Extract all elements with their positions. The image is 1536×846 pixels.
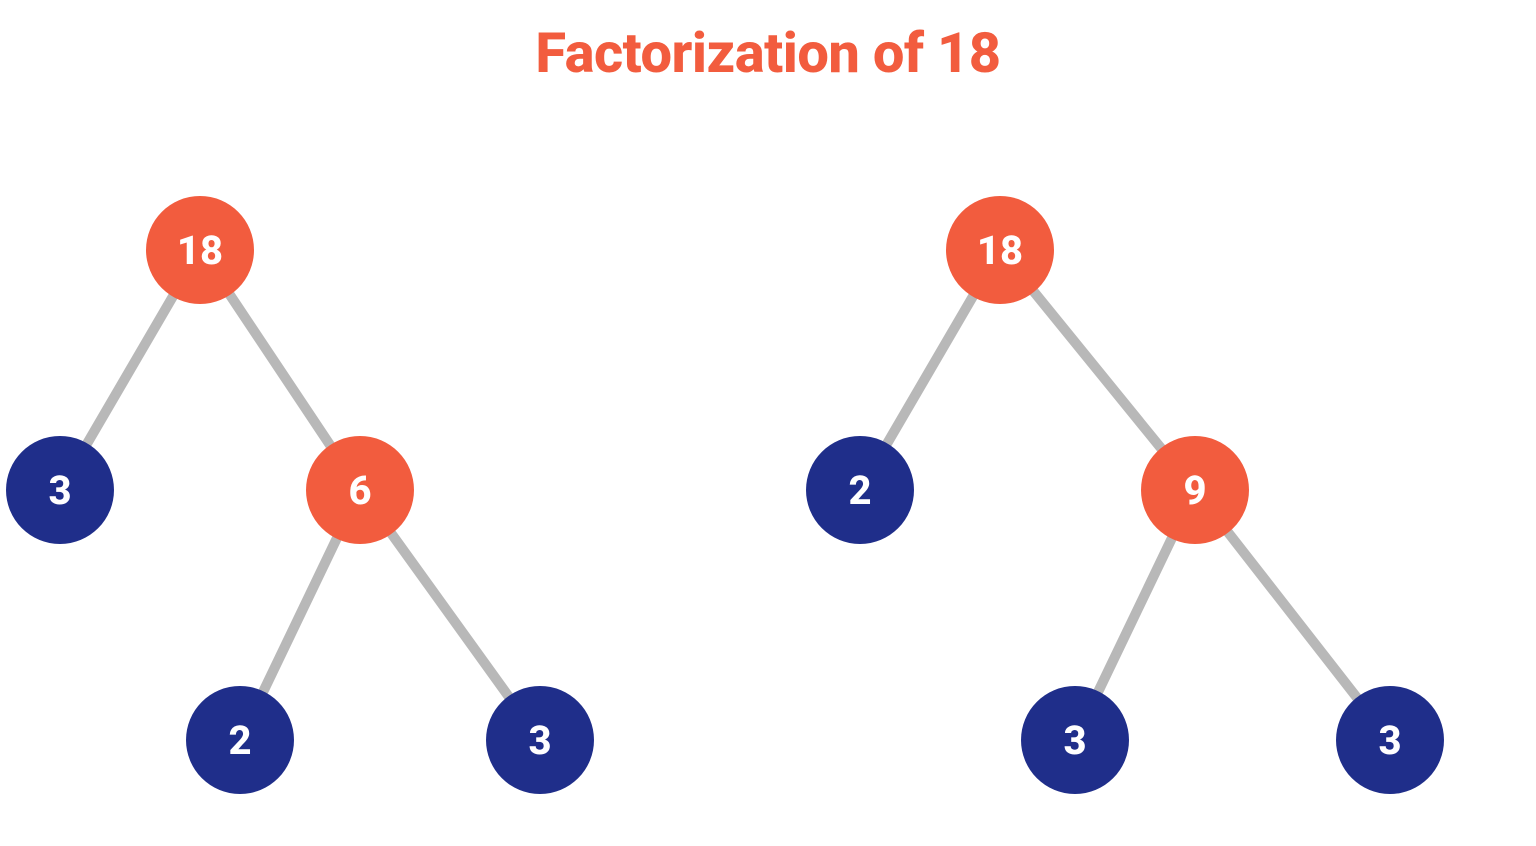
tree-edge [263,539,336,692]
tree-edge [87,297,173,444]
tree-node: 3 [6,436,114,544]
tree-edge [230,295,330,445]
tree-node: 3 [1021,686,1129,794]
page-title: Factorization of 18 [0,20,1536,86]
tree-node: 9 [1141,436,1249,544]
tree-node: 2 [186,686,294,794]
tree-node: 18 [946,196,1054,304]
tree-edge [887,297,973,444]
tree-node: 2 [806,436,914,544]
tree-edge [392,534,509,696]
tree-node: 18 [146,196,254,304]
tree-node: 3 [486,686,594,794]
tree-node: 3 [1336,686,1444,794]
tree-edge [1228,533,1357,698]
tree-edge [1034,292,1161,448]
tree-edge [1098,539,1171,692]
tree-node: 6 [306,436,414,544]
